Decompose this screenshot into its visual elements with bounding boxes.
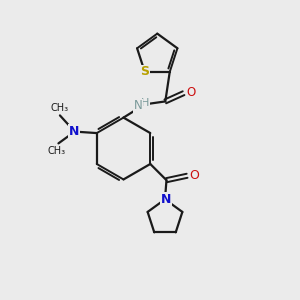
Text: N: N [161,193,171,206]
Text: S: S [140,65,149,79]
Text: H: H [141,98,149,109]
Text: CH₃: CH₃ [50,103,68,113]
Text: O: O [190,169,200,182]
Text: O: O [186,86,196,99]
Text: N: N [69,125,79,138]
Text: CH₃: CH₃ [48,146,66,156]
Text: N: N [134,99,142,112]
